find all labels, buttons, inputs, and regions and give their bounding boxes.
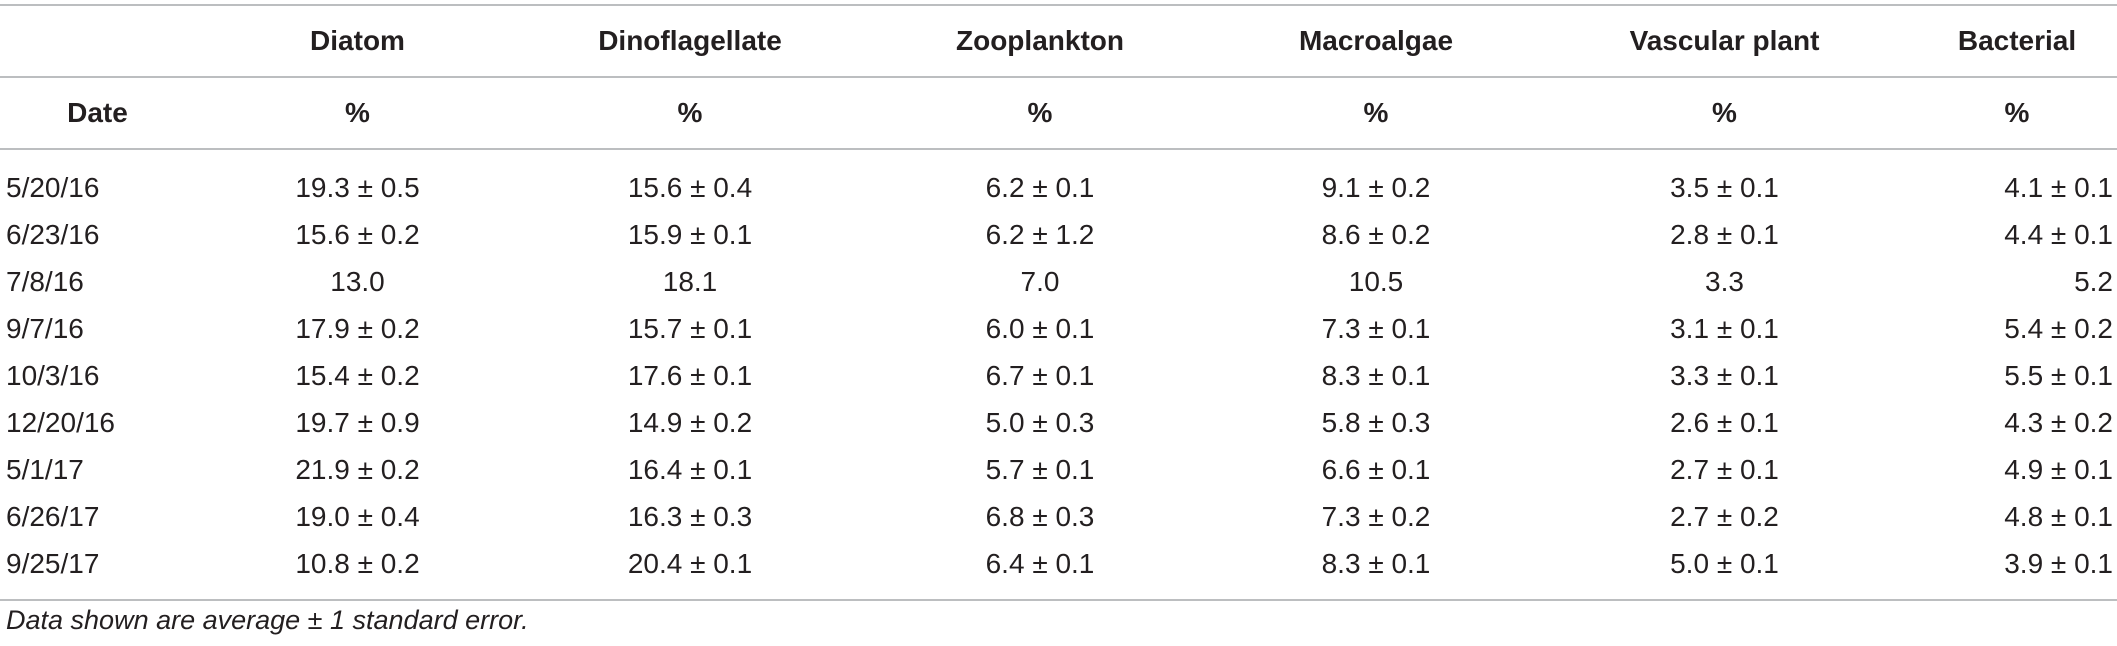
data-table: Diatom Dinoflagellate Zooplankton Macroa…: [0, 4, 2117, 601]
date-cell: 5/20/16: [6, 171, 100, 203]
unit-macroalgae: %: [1220, 77, 1532, 150]
table-row: 12/20/16 19.7 ± 0.9 14.9 ± 0.2 5.0 ± 0.3 5.8…: [0, 399, 2117, 446]
value-cell: 19.3 ± 0.5: [295, 171, 420, 203]
value-cell: 14.9 ± 0.2: [627, 406, 753, 438]
table-footnote: Data shown are average ± 1 standard erro…: [6, 605, 529, 635]
date-cell: 7/8/16: [6, 265, 84, 297]
value-cell: 6.2 ± 1.2: [985, 218, 1095, 250]
header-date: Date: [0, 77, 195, 150]
header-bacterial: Bacterial: [1917, 4, 2117, 78]
value-cell: 16.4 ± 0.1: [627, 453, 753, 485]
value-cell: 10.8 ± 0.2: [195, 540, 520, 601]
value-cell: 8.3 ± 0.1: [1220, 540, 1532, 601]
value-cell: 8.6 ± 0.2: [1321, 218, 1431, 250]
date-cell: 9/7/16: [6, 312, 84, 344]
value-cell: 5.0 ± 0.1: [1532, 540, 1917, 601]
header-row-categories: Diatom Dinoflagellate Zooplankton Macroa…: [0, 4, 2117, 78]
table-row: 6/23/16 15.6 ± 0.2 15.9 ± 0.1 6.2 ± 1.2 8.6 …: [0, 211, 2117, 258]
date-cell: 9/25/17: [0, 540, 195, 601]
table-header: Diatom Dinoflagellate Zooplankton Macroa…: [0, 4, 2117, 150]
value-cell: 2.6 ± 0.1: [1670, 406, 1779, 438]
unit-zooplankton: %: [860, 77, 1220, 150]
value-cell: 3.9 ± 0.1: [1917, 540, 2117, 601]
value-cell: 13.0: [330, 265, 385, 297]
unit-diatom: %: [195, 77, 520, 150]
value-cell: 15.9 ± 0.1: [627, 218, 753, 250]
value-cell: 20.4 ± 0.1: [520, 540, 860, 601]
header-macroalgae: Macroalgae: [1220, 4, 1532, 78]
value-cell: 7.3 ± 0.1: [1321, 312, 1431, 344]
value-cell: 19.7 ± 0.9: [295, 406, 420, 438]
table-row: 6/26/17 19.0 ± 0.4 16.3 ± 0.3 6.8 ± 0.3 7.3 …: [0, 493, 2117, 540]
value-cell: 8.3 ± 0.1: [1321, 359, 1431, 391]
table-row: 5/20/16 19.3 ± 0.5 15.6 ± 0.4 6.2 ± 0.1 9.1 …: [0, 149, 2117, 211]
value-cell: 3.3 ± 0.1: [1670, 359, 1779, 391]
value-cell: 6.8 ± 0.3: [985, 500, 1095, 532]
value-cell: 17.9 ± 0.2: [295, 312, 420, 344]
value-cell: 18.1: [662, 265, 718, 297]
value-cell: 6.0 ± 0.1: [985, 312, 1095, 344]
table-row: 9/7/16 17.9 ± 0.2 15.7 ± 0.1 6.0 ± 0.1 7.3 ±…: [0, 305, 2117, 352]
value-cell: 5.0 ± 0.3: [985, 406, 1095, 438]
value-cell: 17.6 ± 0.1: [627, 359, 753, 391]
header-dinoflagellate: Dinoflagellate: [520, 4, 860, 78]
value-cell: 4.9 ± 0.1: [2004, 453, 2113, 485]
value-cell: 3.5 ± 0.1: [1670, 171, 1779, 203]
value-cell: 10.5: [1348, 265, 1404, 297]
date-cell: 5/1/17: [6, 453, 84, 485]
value-cell: 5.2: [2074, 265, 2113, 297]
value-cell: 6.7 ± 0.1: [985, 359, 1095, 391]
value-cell: 7.0: [1020, 265, 1060, 297]
unit-dinoflagellate: %: [520, 77, 860, 150]
value-cell: 4.3 ± 0.2: [2004, 406, 2113, 438]
table-body: 5/20/16 19.3 ± 0.5 15.6 ± 0.4 6.2 ± 0.1 9.1 …: [0, 149, 2117, 601]
date-cell: 12/20/16: [6, 406, 115, 438]
table-row: 5/1/17 21.9 ± 0.2 16.4 ± 0.1 5.7 ± 0.1 6.6 ±…: [0, 446, 2117, 493]
table-row: 7/8/16 13.0 18.1 7.0 10.5 3.3 5.2: [0, 258, 2117, 305]
value-cell: 5.5 ± 0.1: [2004, 359, 2113, 391]
value-cell: 15.6 ± 0.4: [627, 171, 753, 203]
header-zooplankton: Zooplankton: [860, 4, 1220, 78]
value-cell: 19.0 ± 0.4: [295, 500, 420, 532]
value-cell: 2.7 ± 0.1: [1670, 453, 1779, 485]
unit-bacterial: %: [1917, 77, 2117, 150]
value-cell: 6.4 ± 0.1: [860, 540, 1220, 601]
unit-vascular-plant: %: [1532, 77, 1917, 150]
header-diatom: Diatom: [195, 4, 520, 78]
value-cell: 7.3 ± 0.2: [1321, 500, 1431, 532]
value-cell: 2.8 ± 0.1: [1670, 218, 1779, 250]
value-cell: 5.4 ± 0.2: [2004, 312, 2113, 344]
table-row: 10/3/16 15.4 ± 0.2 17.6 ± 0.1 6.7 ± 0.1 8.3 …: [0, 352, 2117, 399]
value-cell: 5.8 ± 0.3: [1321, 406, 1431, 438]
value-cell: 21.9 ± 0.2: [295, 453, 420, 485]
header-vascular-plant: Vascular plant: [1532, 4, 1917, 78]
value-cell: 5.7 ± 0.1: [985, 453, 1095, 485]
value-cell: 6.2 ± 0.1: [985, 171, 1095, 203]
value-cell: 3.3: [1705, 265, 1744, 297]
value-cell: 4.4 ± 0.1: [2004, 218, 2113, 250]
date-cell: 6/23/16: [6, 218, 100, 250]
value-cell: 16.3 ± 0.3: [627, 500, 753, 532]
header-empty-cell: [0, 4, 195, 78]
value-cell: 6.6 ± 0.1: [1321, 453, 1431, 485]
date-cell: 6/26/17: [6, 500, 100, 532]
value-cell: 9.1 ± 0.2: [1321, 171, 1431, 203]
value-cell: 4.8 ± 0.1: [2004, 500, 2113, 532]
value-cell: 3.1 ± 0.1: [1670, 312, 1779, 344]
value-cell: 15.7 ± 0.1: [627, 312, 753, 344]
value-cell: 4.1 ± 0.1: [2004, 171, 2113, 203]
table-row: 9/25/17 10.8 ± 0.2 20.4 ± 0.1 6.4 ± 0.1 8.3 …: [0, 540, 2117, 601]
value-cell: 15.6 ± 0.2: [295, 218, 420, 250]
value-cell: 15.4 ± 0.2: [295, 359, 420, 391]
value-cell: 2.7 ± 0.2: [1670, 500, 1779, 532]
header-row-units: Date % % % % % %: [0, 77, 2117, 150]
date-cell: 10/3/16: [6, 359, 100, 391]
